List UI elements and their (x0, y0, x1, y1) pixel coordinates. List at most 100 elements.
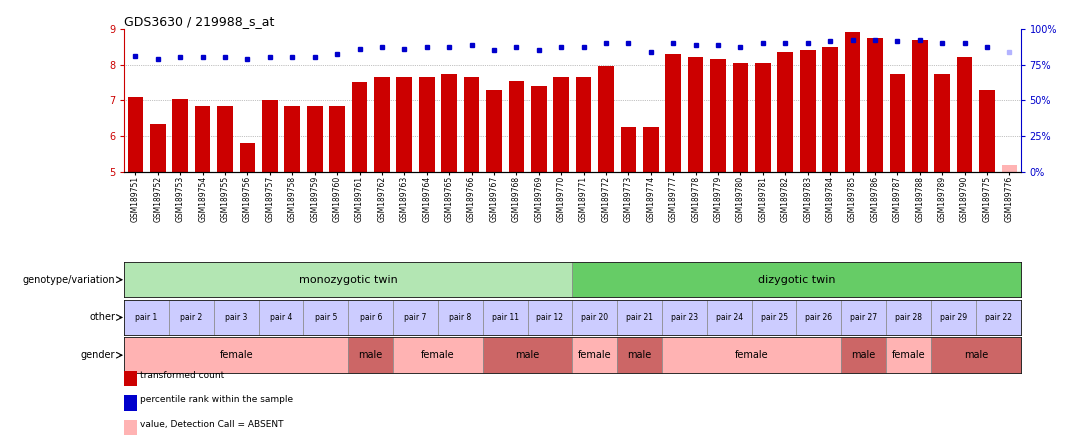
Text: pair 21: pair 21 (626, 313, 653, 322)
Text: pair 3: pair 3 (225, 313, 247, 322)
Bar (572, 337, 618, 373)
Text: pair 6: pair 6 (360, 313, 382, 322)
Bar (886, 300, 931, 335)
Bar (598, 66, 613, 172)
Text: pair 1: pair 1 (135, 313, 158, 322)
Bar (778, 52, 793, 172)
Text: pair 2: pair 2 (180, 313, 203, 322)
Bar (572, 262, 1021, 297)
Text: female: female (578, 350, 611, 360)
Text: other: other (90, 313, 116, 322)
Text: pair 4: pair 4 (270, 313, 293, 322)
Bar (621, 127, 636, 172)
Bar (124, 300, 168, 335)
Bar (259, 300, 303, 335)
Bar (509, 81, 524, 172)
Bar (483, 337, 572, 373)
Bar (348, 300, 393, 335)
Bar (931, 300, 975, 335)
Bar (931, 337, 1021, 373)
Bar (957, 57, 972, 172)
Bar (617, 337, 662, 373)
Bar (124, 337, 348, 373)
Bar (643, 127, 659, 172)
Bar (393, 300, 438, 335)
Text: pair 7: pair 7 (404, 313, 427, 322)
Text: pair 24: pair 24 (716, 313, 743, 322)
Bar (796, 300, 841, 335)
Bar (419, 77, 434, 172)
Bar (214, 300, 259, 335)
Bar (240, 143, 255, 172)
Bar (890, 74, 905, 172)
Text: genotype/variation: genotype/variation (23, 275, 116, 285)
Text: pair 12: pair 12 (537, 313, 564, 322)
Bar (463, 77, 480, 172)
Text: pair 25: pair 25 (760, 313, 787, 322)
Text: monozygotic twin: monozygotic twin (299, 275, 397, 285)
Bar (576, 77, 592, 172)
Bar (168, 300, 214, 335)
Bar (307, 106, 323, 172)
Bar (867, 38, 882, 172)
Text: female: female (219, 350, 253, 360)
Bar (442, 74, 457, 172)
Bar (374, 77, 390, 172)
Bar (841, 300, 886, 335)
Text: female: female (734, 350, 769, 360)
Text: pair 27: pair 27 (850, 313, 877, 322)
Bar (284, 106, 300, 172)
Text: pair 29: pair 29 (940, 313, 967, 322)
Text: pair 22: pair 22 (985, 313, 1012, 322)
Bar (217, 106, 233, 172)
Bar (706, 300, 752, 335)
Bar (841, 337, 886, 373)
Text: male: male (963, 350, 988, 360)
Bar (688, 57, 703, 172)
Bar (348, 337, 393, 373)
Bar (662, 337, 841, 373)
Text: pair 11: pair 11 (491, 313, 518, 322)
Bar (1001, 165, 1017, 172)
Bar (262, 100, 278, 172)
Bar (800, 50, 815, 172)
Bar (665, 54, 681, 172)
Bar (732, 63, 748, 172)
Bar (886, 337, 931, 373)
Bar (150, 123, 165, 172)
Bar (531, 86, 546, 172)
Text: male: male (627, 350, 651, 360)
Bar (303, 300, 348, 335)
Bar (752, 300, 796, 335)
Bar (572, 300, 618, 335)
Text: pair 5: pair 5 (314, 313, 337, 322)
Bar (486, 90, 502, 172)
Bar (124, 262, 572, 297)
Bar (393, 337, 483, 373)
Bar (553, 77, 569, 172)
Bar (662, 300, 706, 335)
Text: female: female (892, 350, 926, 360)
Bar (980, 90, 995, 172)
Bar (711, 59, 726, 172)
Bar (527, 300, 572, 335)
Text: male: male (359, 350, 382, 360)
Text: pair 23: pair 23 (671, 313, 698, 322)
Bar (194, 106, 211, 172)
Text: transformed count: transformed count (140, 371, 225, 380)
Bar (173, 99, 188, 172)
Text: male: male (515, 350, 540, 360)
Text: gender: gender (81, 350, 116, 360)
Text: value, Detection Call = ABSENT: value, Detection Call = ABSENT (140, 420, 284, 428)
Bar (329, 106, 345, 172)
Bar (845, 32, 861, 172)
Text: female: female (421, 350, 455, 360)
Text: dizygotic twin: dizygotic twin (758, 275, 835, 285)
Text: percentile rank within the sample: percentile rank within the sample (140, 395, 294, 404)
Bar (912, 40, 928, 172)
Text: pair 28: pair 28 (895, 313, 922, 322)
Text: pair 8: pair 8 (449, 313, 472, 322)
Bar (396, 77, 413, 172)
Bar (617, 300, 662, 335)
Bar (438, 300, 483, 335)
